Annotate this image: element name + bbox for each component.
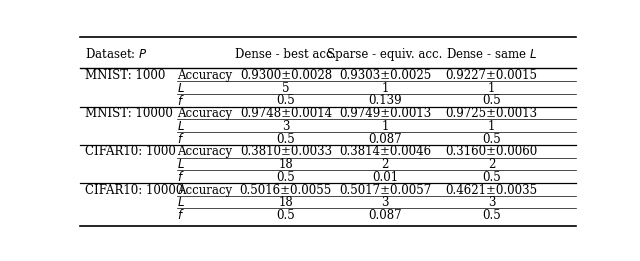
Text: MNIST: 1000: MNIST: 1000 [85, 69, 165, 82]
Text: $f$: $f$ [177, 132, 184, 146]
Text: 0.5: 0.5 [483, 171, 501, 184]
Text: Dense - best acc.: Dense - best acc. [235, 48, 337, 61]
Text: 0.9748±0.0014: 0.9748±0.0014 [240, 107, 332, 120]
Text: MNIST: 10000: MNIST: 10000 [85, 107, 173, 120]
Text: 2: 2 [381, 158, 388, 171]
Text: Accuracy: Accuracy [177, 69, 232, 82]
Text: $L$: $L$ [177, 82, 184, 95]
Text: $f$: $f$ [177, 209, 184, 222]
Text: 0.01: 0.01 [372, 171, 398, 184]
Text: 0.9227±0.0015: 0.9227±0.0015 [445, 69, 538, 82]
Text: Dataset: $P$: Dataset: $P$ [85, 48, 148, 61]
Text: CIFAR10: 10000: CIFAR10: 10000 [85, 183, 183, 197]
Text: 0.9749±0.0013: 0.9749±0.0013 [339, 107, 431, 120]
Text: 5: 5 [282, 82, 289, 95]
Text: Sparse - equiv. acc.: Sparse - equiv. acc. [327, 48, 443, 61]
Text: 0.5: 0.5 [276, 209, 295, 222]
Text: 1: 1 [381, 82, 388, 95]
Text: 0.4621±0.0035: 0.4621±0.0035 [445, 183, 538, 197]
Text: 0.5: 0.5 [276, 171, 295, 184]
Text: 0.5: 0.5 [483, 133, 501, 146]
Text: 0.5: 0.5 [276, 94, 295, 108]
Text: 0.087: 0.087 [368, 133, 402, 146]
Text: 1: 1 [381, 120, 388, 133]
Text: 3: 3 [282, 120, 289, 133]
Text: 18: 18 [278, 158, 293, 171]
Text: $f$: $f$ [177, 170, 184, 184]
Text: 0.9300±0.0028: 0.9300±0.0028 [240, 69, 332, 82]
Text: $L$: $L$ [177, 158, 184, 171]
Text: 0.5016±0.0055: 0.5016±0.0055 [240, 183, 332, 197]
Text: 0.3814±0.0046: 0.3814±0.0046 [339, 145, 431, 158]
Text: 1: 1 [488, 120, 495, 133]
Text: 0.5: 0.5 [483, 209, 501, 222]
Text: Accuracy: Accuracy [177, 183, 232, 197]
Text: 0.9303±0.0025: 0.9303±0.0025 [339, 69, 431, 82]
Text: 0.3810±0.0033: 0.3810±0.0033 [240, 145, 332, 158]
Text: 3: 3 [488, 196, 495, 209]
Text: 0.5017±0.0057: 0.5017±0.0057 [339, 183, 431, 197]
Text: $L$: $L$ [177, 120, 184, 133]
Text: 0.9725±0.0013: 0.9725±0.0013 [445, 107, 538, 120]
Text: 0.139: 0.139 [368, 94, 402, 108]
Text: 0.3160±0.0060: 0.3160±0.0060 [445, 145, 538, 158]
Text: Accuracy: Accuracy [177, 145, 232, 158]
Text: 2: 2 [488, 158, 495, 171]
Text: CIFAR10: 1000: CIFAR10: 1000 [85, 145, 176, 158]
Text: 0.5: 0.5 [276, 133, 295, 146]
Text: Dense - same $L$: Dense - same $L$ [446, 48, 537, 61]
Text: $f$: $f$ [177, 94, 184, 108]
Text: 0.087: 0.087 [368, 209, 402, 222]
Text: Accuracy: Accuracy [177, 107, 232, 120]
Text: 0.5: 0.5 [483, 94, 501, 108]
Text: 18: 18 [278, 196, 293, 209]
Text: 3: 3 [381, 196, 388, 209]
Text: $L$: $L$ [177, 196, 184, 209]
Text: 1: 1 [488, 82, 495, 95]
